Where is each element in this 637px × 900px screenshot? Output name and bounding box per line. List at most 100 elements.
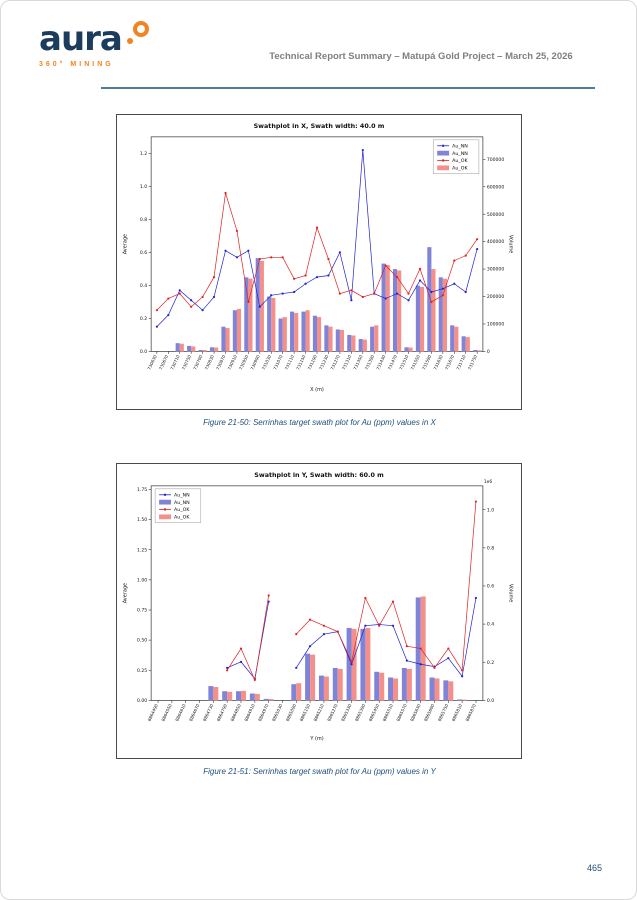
aura-logo: aura 360° MINING xyxy=(39,19,149,68)
svg-text:8864550: 8864550 xyxy=(160,703,173,722)
bar-series-Au_NN-0 xyxy=(175,247,478,352)
svg-text:731550: 731550 xyxy=(410,354,421,371)
svg-text:Au_OK: Au_OK xyxy=(174,515,190,521)
line-series-Au_NN-0 xyxy=(226,596,478,680)
svg-text:8864970: 8864970 xyxy=(257,703,270,722)
svg-text:8865750: 8865750 xyxy=(437,703,450,722)
svg-text:731110: 731110 xyxy=(284,354,295,371)
svg-text:0.4: 0.4 xyxy=(487,622,494,628)
svg-text:0.2: 0.2 xyxy=(140,316,147,322)
x-axis-label: Y (m) xyxy=(309,736,323,742)
svg-text:730670: 730670 xyxy=(158,354,169,371)
svg-text:731030: 731030 xyxy=(261,354,272,371)
svg-text:8865810: 8865810 xyxy=(451,703,464,722)
svg-text:731310: 731310 xyxy=(341,354,352,371)
svg-text:1.75: 1.75 xyxy=(137,487,147,493)
svg-text:8865210: 8865210 xyxy=(312,703,325,722)
figure-swathplot-x: Swathplot in X, Swath width: 40.0 m 0.0 0.… xyxy=(116,114,522,410)
svg-text:730710: 730710 xyxy=(169,354,180,371)
svg-text:731430: 731430 xyxy=(375,354,386,371)
swath-chart-svg: Swathplot in X, Swath width: 40.0 m0.00.… xyxy=(122,123,513,393)
svg-text:730910: 730910 xyxy=(227,354,238,371)
svg-text:730870: 730870 xyxy=(215,354,226,371)
svg-text:Au_NN: Au_NN xyxy=(174,492,190,498)
svg-text:Au_OK: Au_OK xyxy=(452,158,468,164)
svg-text:8864850: 8864850 xyxy=(230,703,243,722)
svg-text:731470: 731470 xyxy=(387,354,398,371)
line-series-Au_OK-1 xyxy=(155,191,479,312)
svg-text:731630: 731630 xyxy=(433,354,444,371)
bar-series-Au_OK-1 xyxy=(213,596,468,701)
logo-wordmark: aura xyxy=(39,19,123,59)
svg-text:8864790: 8864790 xyxy=(216,703,229,722)
svg-text:731150: 731150 xyxy=(295,354,306,371)
svg-text:600000: 600000 xyxy=(487,184,504,190)
svg-text:0.6: 0.6 xyxy=(140,250,147,256)
svg-text:Au_OK: Au_OK xyxy=(174,507,190,513)
svg-text:0.50: 0.50 xyxy=(137,638,147,644)
logo-dot-icon xyxy=(126,38,133,44)
svg-text:731590: 731590 xyxy=(421,354,432,371)
right-axis-label: Volume xyxy=(508,584,514,602)
svg-text:0.0: 0.0 xyxy=(140,349,147,355)
svg-text:730990: 730990 xyxy=(249,354,260,371)
svg-text:0.00: 0.00 xyxy=(137,698,147,704)
svg-text:8865150: 8865150 xyxy=(299,703,312,722)
svg-text:730630: 730630 xyxy=(147,354,158,371)
svg-text:731670: 731670 xyxy=(444,354,455,371)
svg-text:0.75: 0.75 xyxy=(137,608,147,614)
svg-text:1.00: 1.00 xyxy=(137,577,147,583)
report-header-title: Technical Report Summary – Matupá Gold P… xyxy=(269,51,573,62)
line-series-Au_NN-0 xyxy=(155,148,479,328)
axis-offset-label: 1e6 xyxy=(484,479,492,485)
svg-text:731710: 731710 xyxy=(455,354,466,371)
svg-text:0.4: 0.4 xyxy=(140,283,147,289)
svg-text:8864490: 8864490 xyxy=(147,703,160,722)
svg-text:730750: 730750 xyxy=(181,354,192,371)
svg-text:731350: 731350 xyxy=(352,354,363,371)
svg-text:8865690: 8865690 xyxy=(423,703,436,722)
bar-series-Au_NN-0 xyxy=(208,597,463,701)
svg-text:731190: 731190 xyxy=(307,354,318,371)
left-axis-label: Average xyxy=(122,234,128,254)
svg-text:400000: 400000 xyxy=(487,239,504,245)
chart-title: Swathplot in Y, Swath width: 60.0 m xyxy=(254,472,384,479)
svg-text:8865270: 8865270 xyxy=(326,703,339,722)
svg-text:Au_NN: Au_NN xyxy=(452,151,468,157)
svg-text:0.25: 0.25 xyxy=(137,668,147,674)
svg-text:200000: 200000 xyxy=(487,294,504,300)
svg-text:8864910: 8864910 xyxy=(243,703,256,722)
svg-text:500000: 500000 xyxy=(487,212,504,218)
axes: 0.0 0.2 0.4 0.6 0.8 1.0 1.2 0 100000 200000 300000… xyxy=(122,151,513,393)
svg-text:8865390: 8865390 xyxy=(354,703,367,722)
aura-ring-dot-icon xyxy=(126,21,149,47)
svg-text:1.0: 1.0 xyxy=(487,507,494,513)
svg-text:0.2: 0.2 xyxy=(487,660,494,666)
right-axis-label: Volume xyxy=(508,235,514,253)
svg-text:8865870: 8865870 xyxy=(465,703,478,722)
svg-text:731270: 731270 xyxy=(330,354,341,371)
svg-text:8865330: 8865330 xyxy=(340,703,353,722)
svg-text:0.8: 0.8 xyxy=(140,217,147,223)
svg-text:700000: 700000 xyxy=(487,157,504,163)
svg-text:731750: 731750 xyxy=(467,354,478,371)
svg-text:1.50: 1.50 xyxy=(137,517,147,523)
logo-ring-icon xyxy=(132,21,149,37)
svg-text:8865510: 8865510 xyxy=(382,703,395,722)
svg-text:300000: 300000 xyxy=(487,267,504,273)
logo-tagline: 360° MINING xyxy=(39,60,114,68)
svg-text:0: 0 xyxy=(487,349,490,355)
svg-text:0.0: 0.0 xyxy=(487,698,494,704)
svg-text:8864670: 8864670 xyxy=(188,703,201,722)
figure-caption-21-50: Figure 21-50: Serrinhas target swath plo… xyxy=(203,418,436,427)
figure-swathplot-y: Swathplot in Y, Swath width: 60.0 m 0.00 0… xyxy=(116,463,522,759)
line-series-Au_OK-1 xyxy=(226,500,478,682)
svg-text:731070: 731070 xyxy=(272,354,283,371)
svg-text:Au_NN: Au_NN xyxy=(174,500,190,506)
x-axis-label: X (m) xyxy=(310,387,324,393)
svg-text:8865630: 8865630 xyxy=(409,703,422,722)
svg-text:8865090: 8865090 xyxy=(285,703,298,722)
svg-text:731510: 731510 xyxy=(398,354,409,371)
